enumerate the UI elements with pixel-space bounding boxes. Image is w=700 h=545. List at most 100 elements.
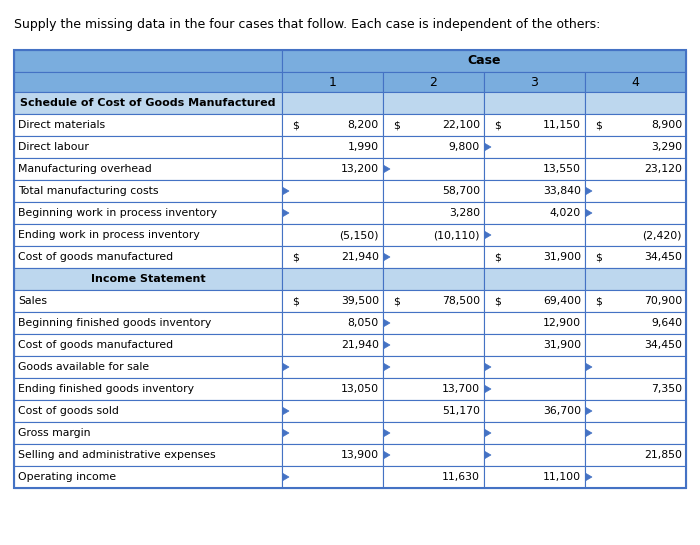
Bar: [585, 136, 686, 158]
Bar: [282, 444, 383, 466]
Text: 8,200: 8,200: [348, 120, 379, 130]
Text: 11,150: 11,150: [543, 120, 581, 130]
Bar: [14, 114, 282, 136]
Text: 11,100: 11,100: [543, 472, 581, 482]
Bar: [484, 268, 585, 290]
Bar: [282, 378, 383, 400]
Text: 3,290: 3,290: [651, 142, 682, 152]
Text: 13,700: 13,700: [442, 384, 480, 394]
Text: 13,050: 13,050: [341, 384, 379, 394]
Bar: [282, 136, 383, 158]
Text: 58,700: 58,700: [442, 186, 480, 196]
Bar: [383, 136, 484, 158]
Text: 13,550: 13,550: [543, 164, 581, 174]
Text: $: $: [494, 252, 501, 262]
Text: 3,280: 3,280: [449, 208, 480, 218]
Text: 51,170: 51,170: [442, 406, 480, 416]
Bar: [484, 444, 585, 466]
Bar: [282, 50, 686, 72]
Bar: [383, 246, 484, 268]
Text: $: $: [595, 252, 602, 262]
Bar: [383, 466, 484, 488]
Bar: [585, 224, 686, 246]
Bar: [383, 268, 484, 290]
Text: 31,900: 31,900: [543, 252, 581, 262]
Text: Direct labour: Direct labour: [18, 142, 89, 152]
Text: (10,110): (10,110): [433, 230, 480, 240]
Bar: [383, 356, 484, 378]
Text: Ending work in process inventory: Ending work in process inventory: [18, 230, 199, 240]
Text: 78,500: 78,500: [442, 296, 480, 306]
Text: (2,420): (2,420): [643, 230, 682, 240]
Text: 34,450: 34,450: [644, 252, 682, 262]
Bar: [484, 378, 585, 400]
Polygon shape: [384, 253, 390, 261]
Polygon shape: [485, 385, 491, 392]
Bar: [484, 92, 585, 114]
Bar: [14, 180, 282, 202]
Text: $: $: [494, 120, 501, 130]
Bar: [585, 290, 686, 312]
Polygon shape: [485, 429, 491, 437]
Text: 21,940: 21,940: [341, 340, 379, 350]
Bar: [484, 202, 585, 224]
Polygon shape: [283, 474, 289, 481]
Text: Manufacturing overhead: Manufacturing overhead: [18, 164, 152, 174]
Bar: [383, 92, 484, 114]
Bar: [585, 422, 686, 444]
Text: Selling and administrative expenses: Selling and administrative expenses: [18, 450, 216, 460]
Text: 9,640: 9,640: [651, 318, 682, 328]
Polygon shape: [485, 451, 491, 458]
Bar: [383, 224, 484, 246]
Bar: [14, 356, 282, 378]
Bar: [282, 356, 383, 378]
Bar: [14, 246, 282, 268]
Polygon shape: [384, 342, 390, 348]
Text: 9,800: 9,800: [449, 142, 480, 152]
Bar: [383, 72, 484, 92]
Polygon shape: [586, 429, 592, 437]
Bar: [282, 268, 383, 290]
Bar: [282, 334, 383, 356]
Bar: [383, 400, 484, 422]
Bar: [282, 290, 383, 312]
Bar: [14, 268, 282, 290]
Bar: [484, 114, 585, 136]
Polygon shape: [384, 364, 390, 371]
Polygon shape: [586, 474, 592, 481]
Bar: [282, 246, 383, 268]
Bar: [282, 466, 383, 488]
Polygon shape: [586, 364, 592, 371]
Bar: [484, 290, 585, 312]
Text: Sales: Sales: [18, 296, 47, 306]
Bar: [14, 378, 282, 400]
Bar: [383, 312, 484, 334]
Bar: [585, 92, 686, 114]
Bar: [282, 158, 383, 180]
Bar: [484, 312, 585, 334]
Polygon shape: [283, 429, 289, 437]
Bar: [484, 246, 585, 268]
Bar: [14, 466, 282, 488]
Text: 69,400: 69,400: [543, 296, 581, 306]
Bar: [585, 378, 686, 400]
Text: 4,020: 4,020: [550, 208, 581, 218]
Bar: [585, 246, 686, 268]
Bar: [14, 158, 282, 180]
Bar: [282, 224, 383, 246]
Bar: [484, 466, 585, 488]
Text: Total manufacturing costs: Total manufacturing costs: [18, 186, 158, 196]
Polygon shape: [384, 166, 390, 173]
Text: $: $: [292, 252, 299, 262]
Text: Operating income: Operating income: [18, 472, 116, 482]
Text: Schedule of Cost of Goods Manufactured: Schedule of Cost of Goods Manufactured: [20, 98, 276, 108]
Text: Gross margin: Gross margin: [18, 428, 90, 438]
Bar: [484, 422, 585, 444]
Bar: [14, 202, 282, 224]
Text: Cost of goods manufactured: Cost of goods manufactured: [18, 252, 173, 262]
Bar: [383, 334, 484, 356]
Bar: [282, 72, 383, 92]
Bar: [484, 400, 585, 422]
Text: 36,700: 36,700: [543, 406, 581, 416]
Bar: [14, 224, 282, 246]
